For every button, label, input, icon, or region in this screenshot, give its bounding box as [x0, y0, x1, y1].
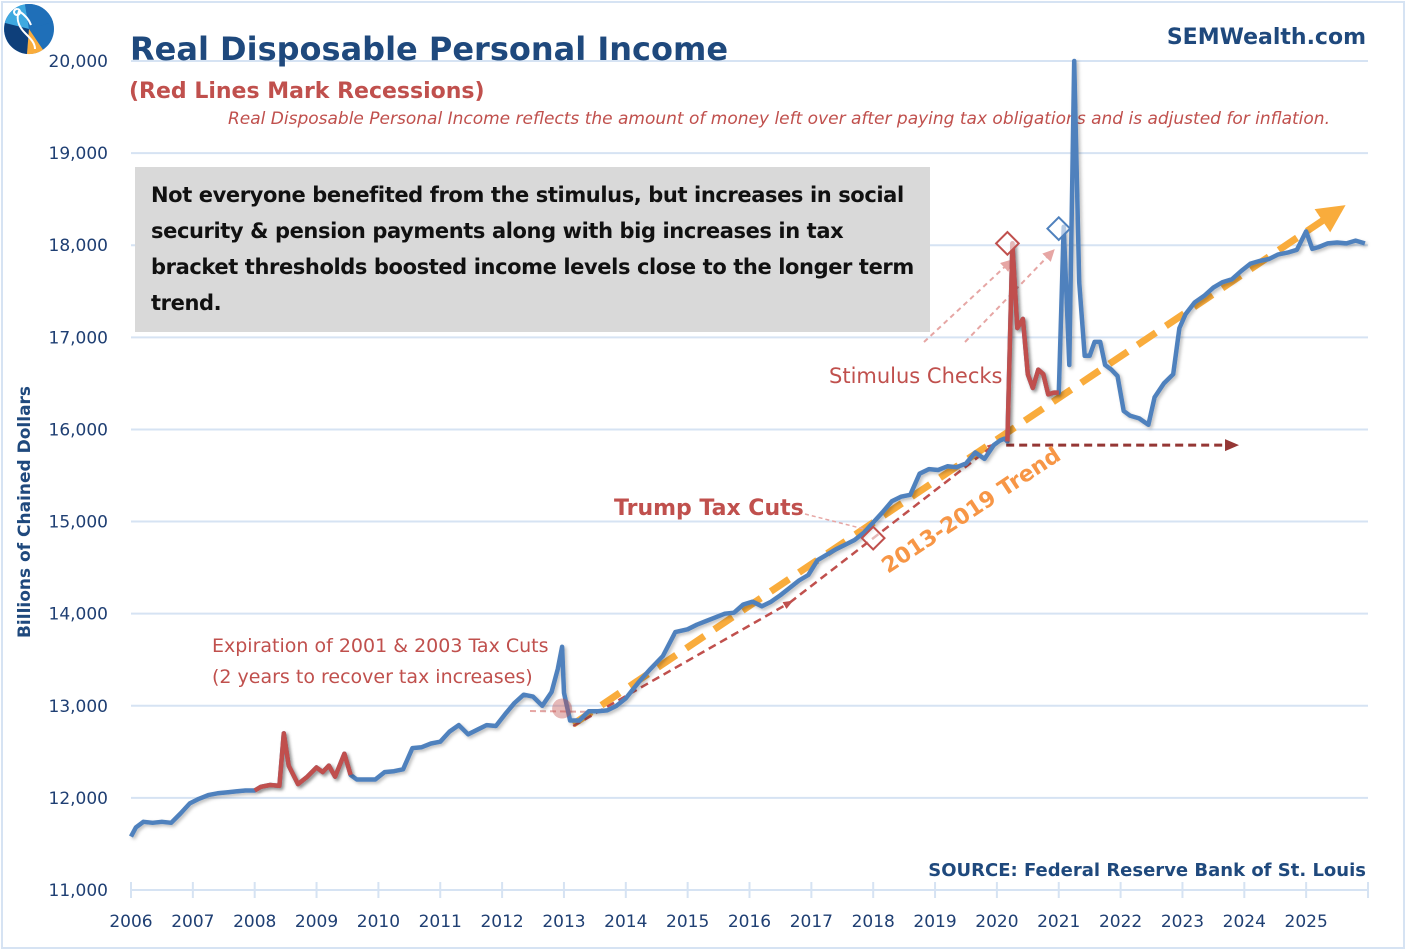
- recession-segment: [253, 731, 353, 793]
- x-tick-label: 2022: [1099, 912, 1142, 932]
- stimulus-1-marker: [994, 230, 1021, 257]
- annotation-markers: [552, 215, 1072, 719]
- x-tick-label: 2007: [171, 912, 214, 932]
- x-tick-label: 2009: [295, 912, 338, 932]
- tax-expiration-pointer: [529, 710, 601, 713]
- y-tick-label: 19,000: [49, 144, 108, 164]
- y-axis: 11,000 12,000 13,000 14,000 15,000 16,000 17,0…: [49, 52, 108, 901]
- x-tick-label: 2011: [419, 912, 462, 932]
- note-box: Not everyone benefited from the stimulus…: [135, 167, 930, 332]
- stimulus-checks-label: Stimulus Checks: [829, 364, 1002, 388]
- brand-label: SEMWealth.com: [1167, 25, 1366, 50]
- tax-expiration-label-line2: (2 years to recover tax increases): [212, 666, 533, 688]
- y-axis-label: Billions of Chained Dollars: [15, 386, 35, 638]
- trump-pointer: [804, 513, 869, 531]
- y-tick-label: 20,000: [49, 52, 108, 72]
- chart-description: Real Disposable Personal Income reflects…: [228, 109, 1330, 129]
- x-tick-label: 2020: [975, 912, 1018, 932]
- y-tick-label: 18,000: [49, 236, 108, 256]
- y-tick-label: 11,000: [49, 881, 108, 901]
- y-tick-label: 12,000: [49, 789, 108, 809]
- x-tick-label: 2017: [790, 912, 833, 932]
- x-tick-label: 2018: [852, 912, 895, 932]
- x-tick-label: 2019: [913, 912, 956, 932]
- x-tick-label: 2010: [357, 912, 400, 932]
- note-text: Not everyone benefited from the stimulus…: [151, 183, 914, 315]
- recovery-arrow: [572, 600, 794, 728]
- y-tick-label: 16,000: [49, 420, 108, 440]
- stimulus-pointer-1: [923, 259, 1013, 343]
- x-tick-label: 2013: [542, 912, 585, 932]
- stimulus-pointer-2: [964, 249, 1055, 343]
- tax-expiration-marker: [552, 698, 573, 719]
- recession-segment: [1005, 241, 1059, 442]
- tax-expiration-label-line1: Expiration of 2001 & 2003 Tax Cuts: [212, 635, 549, 657]
- x-tick-label: 2014: [604, 912, 647, 932]
- trump-tax-cut-marker: [860, 525, 886, 551]
- chart-title: Real Disposable Personal Income: [130, 30, 728, 68]
- x-tick-label: 2012: [480, 912, 523, 932]
- chart-subtitle: (Red Lines Mark Recessions): [129, 79, 485, 104]
- x-tick-label: 2006: [109, 912, 152, 932]
- x-tick-label: 2021: [1037, 912, 1080, 932]
- x-tick-label: 2016: [728, 912, 771, 932]
- source-label: SOURCE: Federal Reserve Bank of St. Loui…: [928, 860, 1366, 881]
- x-axis: 2006 2007 2008 2009 2010 2011 2012 2013 2014 2015…: [109, 882, 1369, 932]
- trump-arrow: [788, 442, 997, 604]
- y-tick-label: 13,000: [49, 697, 108, 717]
- x-tick-label: 2025: [1285, 912, 1328, 932]
- x-tick-label: 2015: [666, 912, 709, 932]
- stimulus-2-marker: [1046, 215, 1072, 242]
- x-tick-label: 2024: [1223, 912, 1266, 932]
- sem-pie-logo-icon: [4, 3, 54, 55]
- x-tick-label: 2023: [1161, 912, 1204, 932]
- trend-label: 2013-2019 Trend: [878, 443, 1066, 579]
- x-tick-label: 2008: [233, 912, 276, 932]
- trump-tax-cuts-label: Trump Tax Cuts: [614, 496, 804, 521]
- y-tick-label: 14,000: [49, 605, 108, 625]
- y-tick-label: 17,000: [49, 328, 108, 348]
- y-tick-label: 15,000: [49, 513, 108, 533]
- series-lines: [129, 58, 1366, 838]
